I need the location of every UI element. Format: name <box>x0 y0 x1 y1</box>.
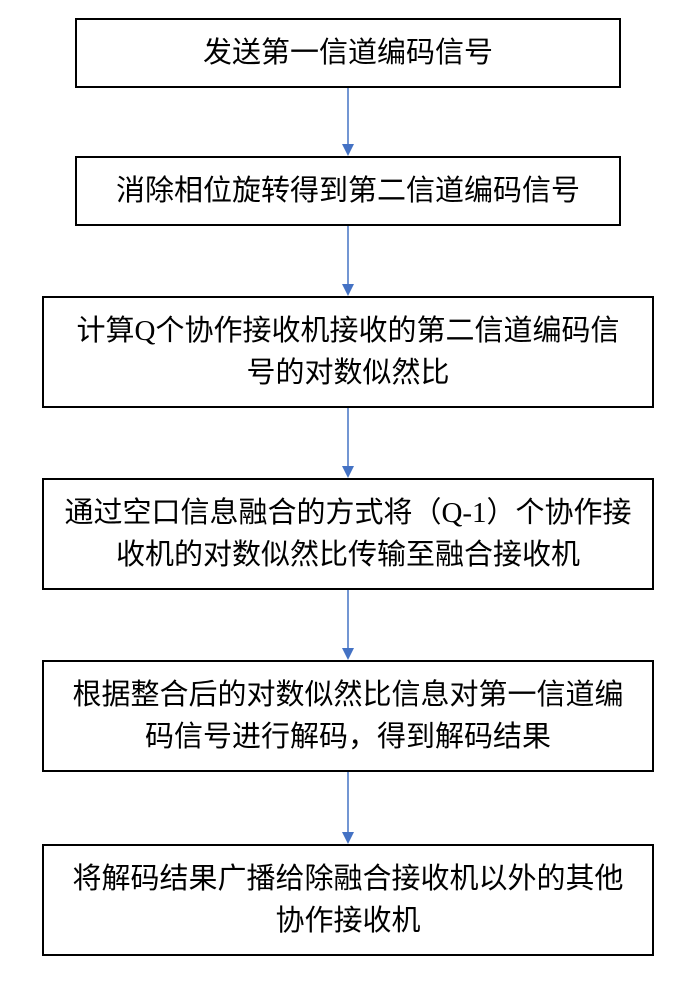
flow-node-6-label: 将解码结果广播给除融合接收机以外的其他协作接收机 <box>64 858 632 942</box>
flow-node-5: 根据整合后的对数似然比信息对第一信道编码信号进行解码，得到解码结果 <box>42 660 654 772</box>
flow-node-2-label: 消除相位旋转得到第二信道编码信号 <box>97 170 599 212</box>
flow-arrow-3 <box>342 408 354 478</box>
flow-arrow-4 <box>342 590 354 660</box>
flow-node-3: 计算Q个协作接收机接收的第二信道编码信号的对数似然比 <box>42 296 654 408</box>
flow-node-6: 将解码结果广播给除融合接收机以外的其他协作接收机 <box>42 844 654 956</box>
flow-node-5-label: 根据整合后的对数似然比信息对第一信道编码信号进行解码，得到解码结果 <box>64 674 632 758</box>
flow-node-4-label: 通过空口信息融合的方式将（Q-1）个协作接收机的对数似然比传输至融合接收机 <box>64 492 632 576</box>
flow-node-1-label: 发送第一信道编码信号 <box>97 32 599 74</box>
flow-arrow-2 <box>342 226 354 296</box>
flow-arrow-1 <box>342 88 354 156</box>
flowchart-canvas: 发送第一信道编码信号 消除相位旋转得到第二信道编码信号 计算Q个协作接收机接收的… <box>0 0 696 1000</box>
flow-node-2: 消除相位旋转得到第二信道编码信号 <box>75 156 621 226</box>
flow-node-3-label: 计算Q个协作接收机接收的第二信道编码信号的对数似然比 <box>64 310 632 394</box>
flow-node-4: 通过空口信息融合的方式将（Q-1）个协作接收机的对数似然比传输至融合接收机 <box>42 478 654 590</box>
flow-node-1: 发送第一信道编码信号 <box>75 18 621 88</box>
flow-arrow-5 <box>342 772 354 844</box>
